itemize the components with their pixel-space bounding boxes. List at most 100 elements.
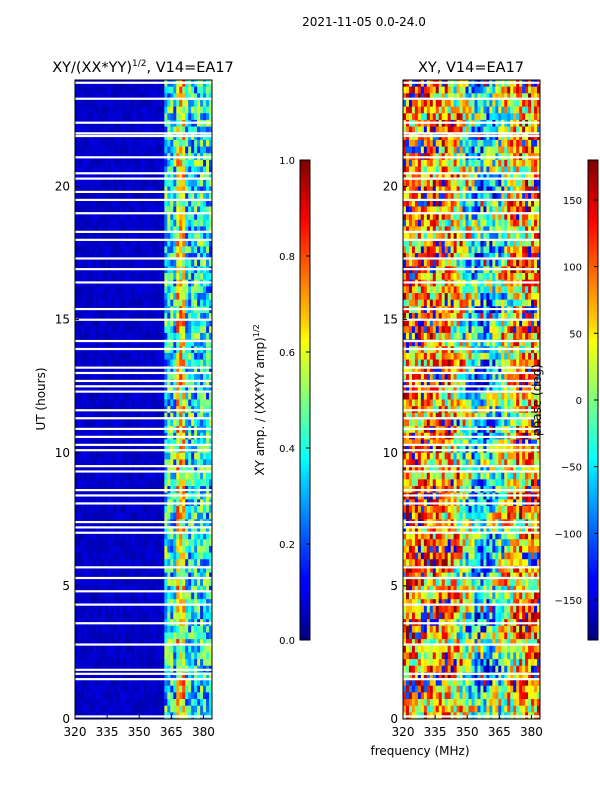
flagged-row	[403, 678, 540, 680]
right-colorbar-label: phase (deg)	[530, 364, 544, 436]
flagged-row	[403, 436, 540, 438]
colorbar-tick-label: 0	[576, 396, 582, 407]
flagged-row	[403, 494, 540, 496]
flagged-row	[75, 678, 212, 680]
flagged-row	[403, 391, 540, 393]
left-title-sup: 1/2	[132, 59, 146, 69]
flagged-row	[403, 191, 540, 193]
x-tick-label: 335	[96, 725, 119, 739]
flagged-row	[403, 622, 540, 624]
y-tick-label: 5	[390, 579, 398, 593]
flagged-row	[75, 212, 212, 214]
flagged-row	[75, 590, 212, 592]
flagged-row	[403, 178, 540, 180]
flagged-row	[75, 257, 212, 259]
flagged-row	[75, 465, 212, 467]
flagged-row	[75, 643, 212, 645]
left-title-tail: , V14=EA17	[147, 60, 234, 76]
flagged-row	[403, 449, 540, 451]
flagged-row	[75, 191, 212, 193]
flagged-row	[75, 502, 212, 504]
left-ylabel: UT (hours)	[34, 367, 48, 430]
x-tick-label: 320	[392, 725, 415, 739]
flagged-row	[403, 268, 540, 270]
flagged-row	[75, 385, 212, 387]
x-tick-label: 350	[456, 725, 479, 739]
flagged-row	[75, 132, 212, 134]
flagged-row	[403, 577, 540, 579]
flagged-row	[75, 526, 212, 528]
flagged-row	[75, 319, 212, 321]
flagged-row	[403, 532, 540, 534]
flagged-row	[403, 502, 540, 504]
flagged-row	[75, 380, 212, 382]
colorbar-tick-label: 0.8	[279, 252, 295, 263]
colorbar-tick-label: −100	[555, 529, 582, 540]
y-tick-label: 5	[62, 579, 70, 593]
flagged-row	[75, 470, 212, 472]
left-title-main: XY/(XX*YY)	[52, 60, 132, 76]
flagged-row	[403, 257, 540, 259]
flagged-row	[75, 156, 212, 158]
flagged-row	[403, 231, 540, 233]
flagged-row	[403, 212, 540, 214]
flagged-row	[75, 604, 212, 606]
right-heatmap	[403, 80, 540, 719]
shared-xlabel: frequency (MHz)	[370, 744, 469, 758]
x-tick-label: 320	[64, 725, 87, 739]
flagged-row	[403, 172, 540, 174]
y-tick-label: 15	[383, 313, 398, 327]
flagged-row	[75, 199, 212, 201]
x-tick-label: 380	[192, 725, 215, 739]
flagged-row	[403, 521, 540, 523]
left-colorbar-gradient	[300, 160, 310, 640]
flagged-row	[75, 308, 212, 310]
colorbar-tick-label: 1.0	[279, 156, 295, 167]
flagged-row	[75, 489, 212, 491]
flagged-row	[403, 281, 540, 283]
flagged-row	[75, 348, 212, 350]
left-colorbar-label-main: XY amp. / (XX*YY amp)	[253, 337, 267, 475]
flagged-row	[75, 122, 212, 124]
flagged-row	[403, 156, 540, 158]
left-colorbar: 0.00.20.40.60.81.0 XY amp. / (XX*YY amp)…	[252, 156, 310, 647]
flagged-row	[403, 526, 540, 528]
flagged-row	[75, 532, 212, 534]
flagged-row	[75, 98, 212, 100]
flagged-row	[75, 281, 212, 283]
right-panel-title: XY, V14=EA17	[418, 60, 524, 76]
flagged-row	[403, 470, 540, 472]
flagged-row	[403, 82, 540, 84]
flagged-row	[75, 178, 212, 180]
flagged-row	[403, 367, 540, 369]
flagged-row	[403, 135, 540, 137]
flagged-row	[75, 340, 212, 342]
left-panel-title: XY/(XX*YY)1/2, V14=EA17	[52, 59, 234, 76]
x-tick-label: 335	[424, 725, 447, 739]
flagged-row	[403, 643, 540, 645]
flagged-row	[403, 715, 540, 717]
flagged-row	[403, 604, 540, 606]
flagged-row	[403, 132, 540, 134]
flagged-row	[75, 436, 212, 438]
flagged-row	[403, 417, 540, 419]
flagged-row	[403, 380, 540, 382]
left-colorbar-label: XY amp. / (XX*YY amp)1/2	[252, 324, 267, 475]
colorbar-tick-label: 0.0	[279, 636, 295, 647]
flagged-row	[75, 239, 212, 241]
flagged-row	[403, 673, 540, 675]
flagged-row	[75, 367, 212, 369]
flagged-row	[75, 231, 212, 233]
x-tick-label: 365	[160, 725, 183, 739]
colorbar-tick-label: 0.6	[279, 348, 295, 359]
colorbar-tick-label: 100	[563, 263, 582, 274]
flagged-row	[75, 82, 212, 84]
colorbar-tick-label: 0.2	[279, 540, 295, 551]
x-tick-label: 380	[520, 725, 543, 739]
flagged-row	[403, 590, 540, 592]
flagged-row	[403, 348, 540, 350]
flagged-row	[403, 489, 540, 491]
